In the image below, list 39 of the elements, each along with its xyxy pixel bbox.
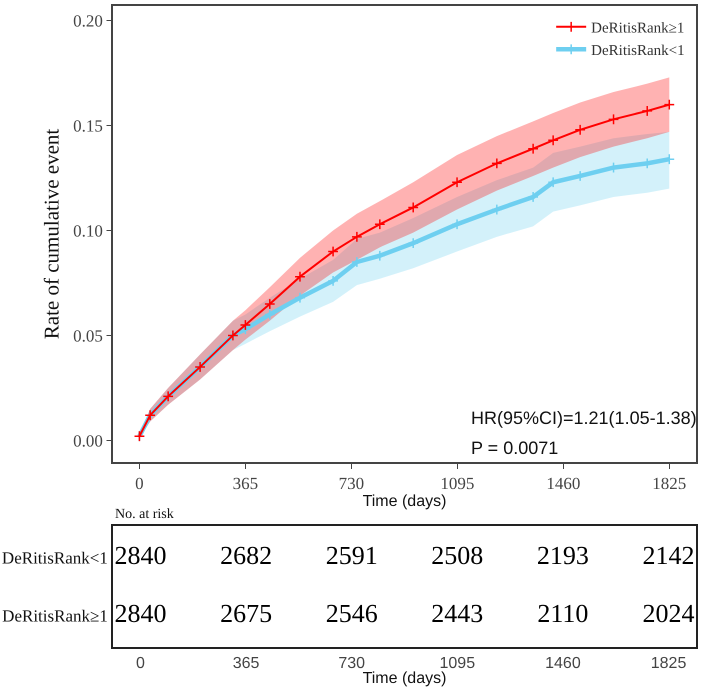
x-tick-label: 1095	[440, 474, 474, 494]
y-tick-label: 0.00	[73, 431, 103, 450]
chart-title: No. at risk	[115, 507, 174, 522]
data-label: 2682	[220, 541, 272, 570]
x-tick-label: 730	[338, 474, 364, 494]
x-axis-title: Time (days)	[362, 493, 446, 510]
x-tick-label: 1095	[440, 654, 476, 672]
annotation: HR(95%CI)=1.21(1.05-1.38)	[471, 408, 697, 428]
x-tick-label: 1460	[545, 654, 581, 672]
y-tick-label: 0.05	[73, 326, 103, 346]
y-tick-label: 0.10	[73, 221, 103, 240]
data-label: 2142	[642, 541, 695, 570]
data-label: 2193	[536, 541, 589, 570]
y-tick-label: 0.15	[73, 116, 103, 136]
x-tick-label: 1825	[650, 654, 686, 672]
data-label: 2443	[431, 598, 484, 628]
data-label: 2546	[326, 598, 378, 628]
annotation: P = 0.0071	[471, 438, 558, 458]
data-label: 2840	[114, 541, 166, 570]
x-tick-label: 0	[136, 654, 146, 672]
legend-label: DeRitisRank≥1	[591, 20, 684, 37]
x-tick-label: 1825	[652, 474, 686, 494]
legend-label: DeRitisRank<1	[591, 43, 685, 60]
y-tick-label: DeRitisRank<1	[2, 548, 108, 568]
x-axis-title: Time (days)	[362, 670, 446, 687]
y-tick-label: DeRitisRank≥1	[2, 606, 108, 626]
data-label: 2508	[431, 541, 484, 570]
data-label: 2110	[537, 598, 588, 628]
data-label: 2591	[326, 541, 378, 570]
y-tick-label: 0.20	[73, 12, 103, 31]
x-tick-label: 0	[135, 474, 144, 494]
x-tick-label: 365	[232, 654, 260, 672]
x-tick-label: 730	[338, 654, 366, 672]
y-axis-title: Rate of cumulative event	[40, 128, 64, 340]
data-label: 2840	[114, 598, 166, 628]
x-tick-label: 365	[232, 474, 258, 494]
data-label: 2675	[220, 598, 272, 628]
x-tick-label: 1460	[546, 474, 580, 494]
data-label: 2024	[642, 598, 695, 628]
